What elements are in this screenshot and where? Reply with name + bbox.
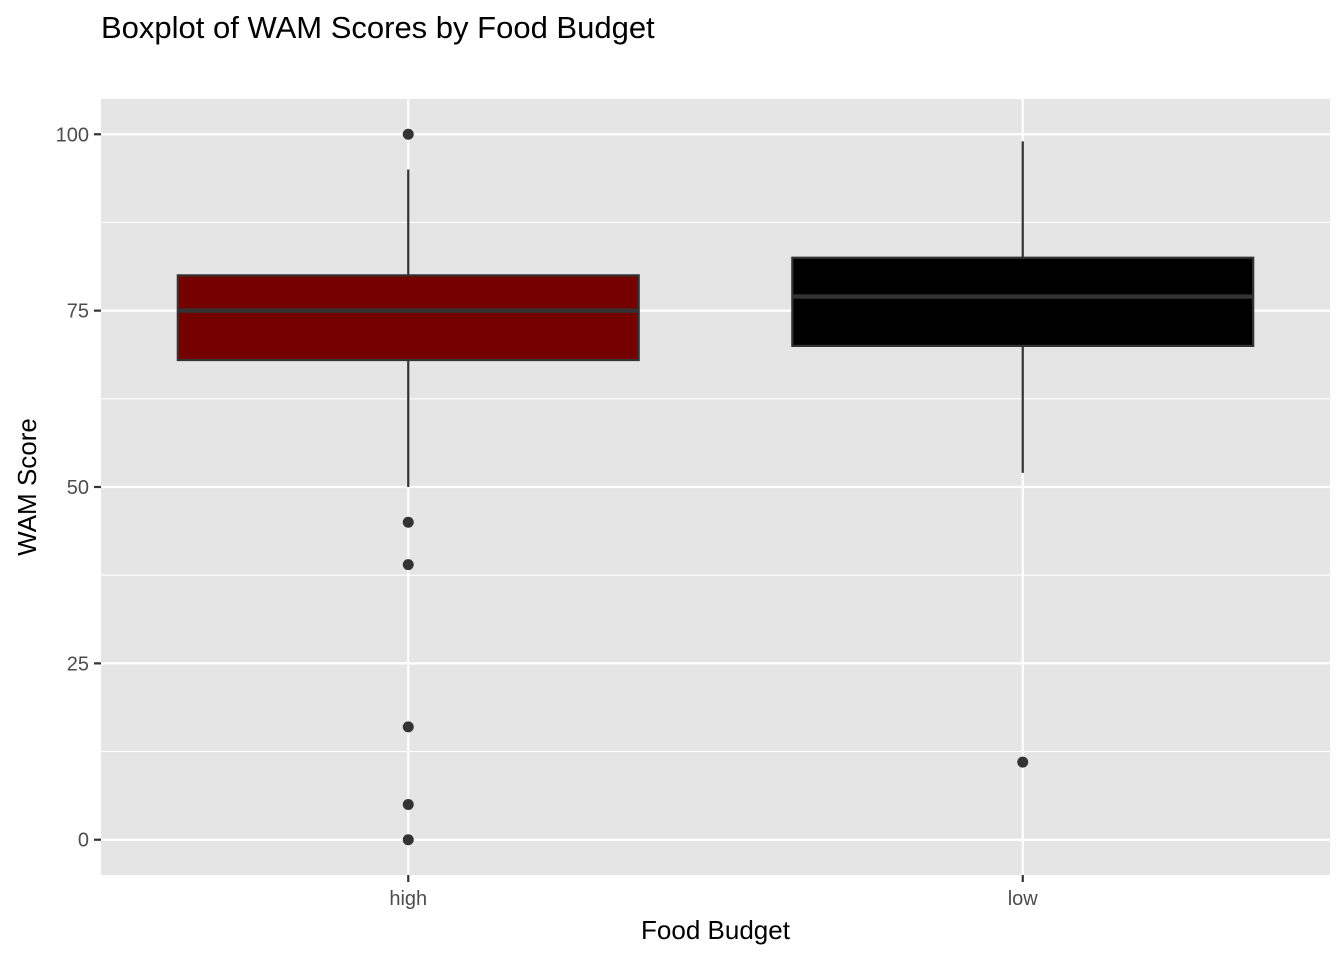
x-tick-label: high (389, 888, 427, 910)
y-tick-label: 25 (67, 653, 89, 675)
iqr-box (791, 256, 1255, 348)
iqr-box (176, 274, 640, 362)
y-tick-label: 0 (78, 830, 89, 852)
chart-title: Boxplot of WAM Scores by Food Budget (101, 10, 655, 45)
y-axis-title: WAM Score (12, 418, 42, 556)
outlier-point (402, 721, 414, 733)
y-tick-label: 50 (67, 477, 89, 499)
y-tick-label: 100 (56, 124, 89, 146)
outlier-point (402, 834, 414, 846)
y-tick-label: 75 (67, 301, 89, 323)
outlier-point (402, 516, 414, 528)
box-series (176, 128, 1255, 846)
outlier-point (402, 128, 414, 140)
box-high (176, 128, 640, 846)
box-low (791, 141, 1255, 768)
x-axis-title: Food Budget (641, 915, 791, 945)
axes: 0 25 50 75 100 high low (56, 124, 1039, 910)
outlier-point (1017, 756, 1029, 768)
outlier-point (402, 559, 414, 571)
x-tick-label: low (1008, 888, 1039, 910)
outlier-point (402, 798, 414, 810)
